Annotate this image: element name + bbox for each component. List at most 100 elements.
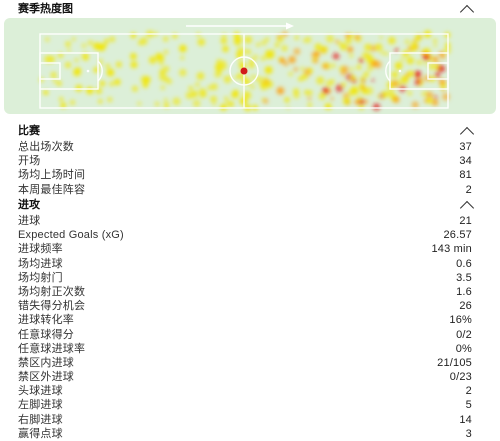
heat-spot bbox=[332, 52, 340, 60]
heat-spot bbox=[210, 83, 218, 91]
stat-value: 3.5 bbox=[456, 271, 472, 284]
heat-spot bbox=[172, 97, 181, 106]
match-section: 比赛 总出场次数 37 开场 34 场均上场时间 81 本周最佳阵容 2 bbox=[0, 122, 500, 197]
heat-spot bbox=[380, 50, 385, 55]
heat-spot bbox=[433, 43, 437, 48]
heat-spot bbox=[115, 61, 122, 68]
heat-spot bbox=[72, 37, 76, 41]
heat-spot bbox=[75, 84, 83, 92]
heat-spot bbox=[288, 56, 296, 64]
heat-spot bbox=[407, 70, 414, 77]
heat-spot bbox=[406, 56, 414, 65]
heat-spot bbox=[341, 82, 347, 88]
heat-spot bbox=[224, 96, 229, 101]
chevron-up-icon[interactable] bbox=[459, 126, 475, 142]
season-heatmap bbox=[4, 18, 496, 114]
heat-spot bbox=[356, 64, 362, 70]
heat-spot bbox=[359, 76, 366, 83]
heat-spot bbox=[69, 99, 76, 106]
heat-spot bbox=[373, 103, 380, 111]
heat-spot bbox=[421, 92, 426, 96]
heat-spot bbox=[264, 66, 273, 74]
heat-spot bbox=[423, 61, 428, 66]
heat-spot bbox=[301, 73, 308, 80]
heat-spot bbox=[443, 46, 451, 54]
heat-spot bbox=[180, 56, 185, 60]
stat-value: 26.57 bbox=[443, 229, 472, 242]
heat-spot bbox=[284, 62, 288, 66]
heat-spot bbox=[404, 39, 410, 45]
heat-spot bbox=[316, 76, 325, 85]
heat-spot bbox=[56, 80, 62, 86]
heat-spot bbox=[294, 35, 299, 40]
heatmap-section: 赛季热度图 bbox=[0, 0, 500, 118]
heat-spot bbox=[414, 79, 421, 86]
heat-spot bbox=[356, 96, 363, 102]
heat-spot bbox=[392, 96, 400, 103]
heat-spot bbox=[207, 85, 213, 91]
heat-spot bbox=[279, 57, 286, 64]
heat-spot bbox=[50, 71, 57, 79]
heat-spot bbox=[426, 91, 433, 99]
heat-spot bbox=[109, 36, 116, 43]
heat-spot bbox=[109, 81, 114, 87]
heat-spot bbox=[277, 35, 281, 39]
heat-spot bbox=[195, 82, 200, 87]
heat-spot bbox=[163, 49, 169, 55]
heat-spot bbox=[411, 40, 418, 48]
stat-row: 场均射门 3.5 bbox=[0, 271, 500, 285]
stat-row: 场均进球 0.6 bbox=[0, 257, 500, 271]
match-header[interactable]: 比赛 bbox=[0, 122, 500, 142]
heat-spot bbox=[159, 73, 167, 82]
heat-spot bbox=[163, 98, 168, 103]
attack-header[interactable]: 进攻 bbox=[0, 196, 500, 216]
heat-spot bbox=[199, 88, 206, 96]
heat-spot bbox=[343, 92, 350, 99]
heat-spot bbox=[379, 35, 383, 40]
chevron-up-icon[interactable] bbox=[459, 4, 475, 20]
heat-spot bbox=[249, 62, 255, 69]
heat-spot bbox=[411, 101, 419, 109]
heat-spot bbox=[154, 101, 160, 107]
attack-section: 进攻 进球 21 Expected Goals (xG) 26.57 进球频率 143 m… bbox=[0, 196, 500, 441]
heat-spot bbox=[81, 43, 87, 49]
heat-spot bbox=[359, 58, 364, 63]
heat-spot bbox=[212, 102, 216, 107]
heat-spot bbox=[340, 43, 348, 51]
heat-spot bbox=[48, 55, 56, 63]
heat-spot bbox=[400, 75, 409, 84]
heatmap-header[interactable]: 赛季热度图 bbox=[0, 0, 500, 20]
heat-spot bbox=[414, 34, 422, 42]
chevron-up-icon[interactable] bbox=[459, 200, 475, 216]
heat-spot bbox=[363, 71, 369, 78]
heat-spot bbox=[252, 54, 259, 61]
heat-spot bbox=[100, 46, 106, 51]
stat-value: 37 bbox=[459, 141, 472, 153]
stat-row: 进球转化率 16% bbox=[0, 313, 500, 327]
heat-spot bbox=[260, 56, 266, 61]
heat-spot bbox=[163, 102, 170, 108]
stat-label: 头球进球 bbox=[18, 385, 63, 398]
heat-spot bbox=[327, 89, 331, 93]
heat-spot bbox=[304, 90, 310, 95]
heat-spot bbox=[416, 59, 422, 65]
attack-title: 进攻 bbox=[18, 199, 40, 211]
heat-spot bbox=[65, 41, 71, 47]
heat-spot bbox=[349, 33, 354, 38]
heat-spot bbox=[341, 65, 349, 73]
heat-spot bbox=[263, 77, 268, 82]
heat-spot bbox=[159, 61, 164, 66]
heat-spot bbox=[86, 86, 94, 95]
heat-spot bbox=[88, 40, 93, 45]
stat-value: 2 bbox=[465, 385, 472, 398]
stat-value: 0/2 bbox=[456, 328, 472, 341]
heat-spot bbox=[223, 75, 232, 84]
stat-value: 143 min bbox=[431, 243, 472, 256]
heat-spot bbox=[293, 92, 300, 99]
heat-spot bbox=[107, 97, 113, 103]
stat-label: 左脚进球 bbox=[18, 399, 63, 412]
heat-spot bbox=[132, 85, 138, 92]
stat-label: 进球转化率 bbox=[18, 314, 74, 327]
heat-spot bbox=[81, 52, 90, 60]
heat-spot bbox=[308, 69, 313, 73]
